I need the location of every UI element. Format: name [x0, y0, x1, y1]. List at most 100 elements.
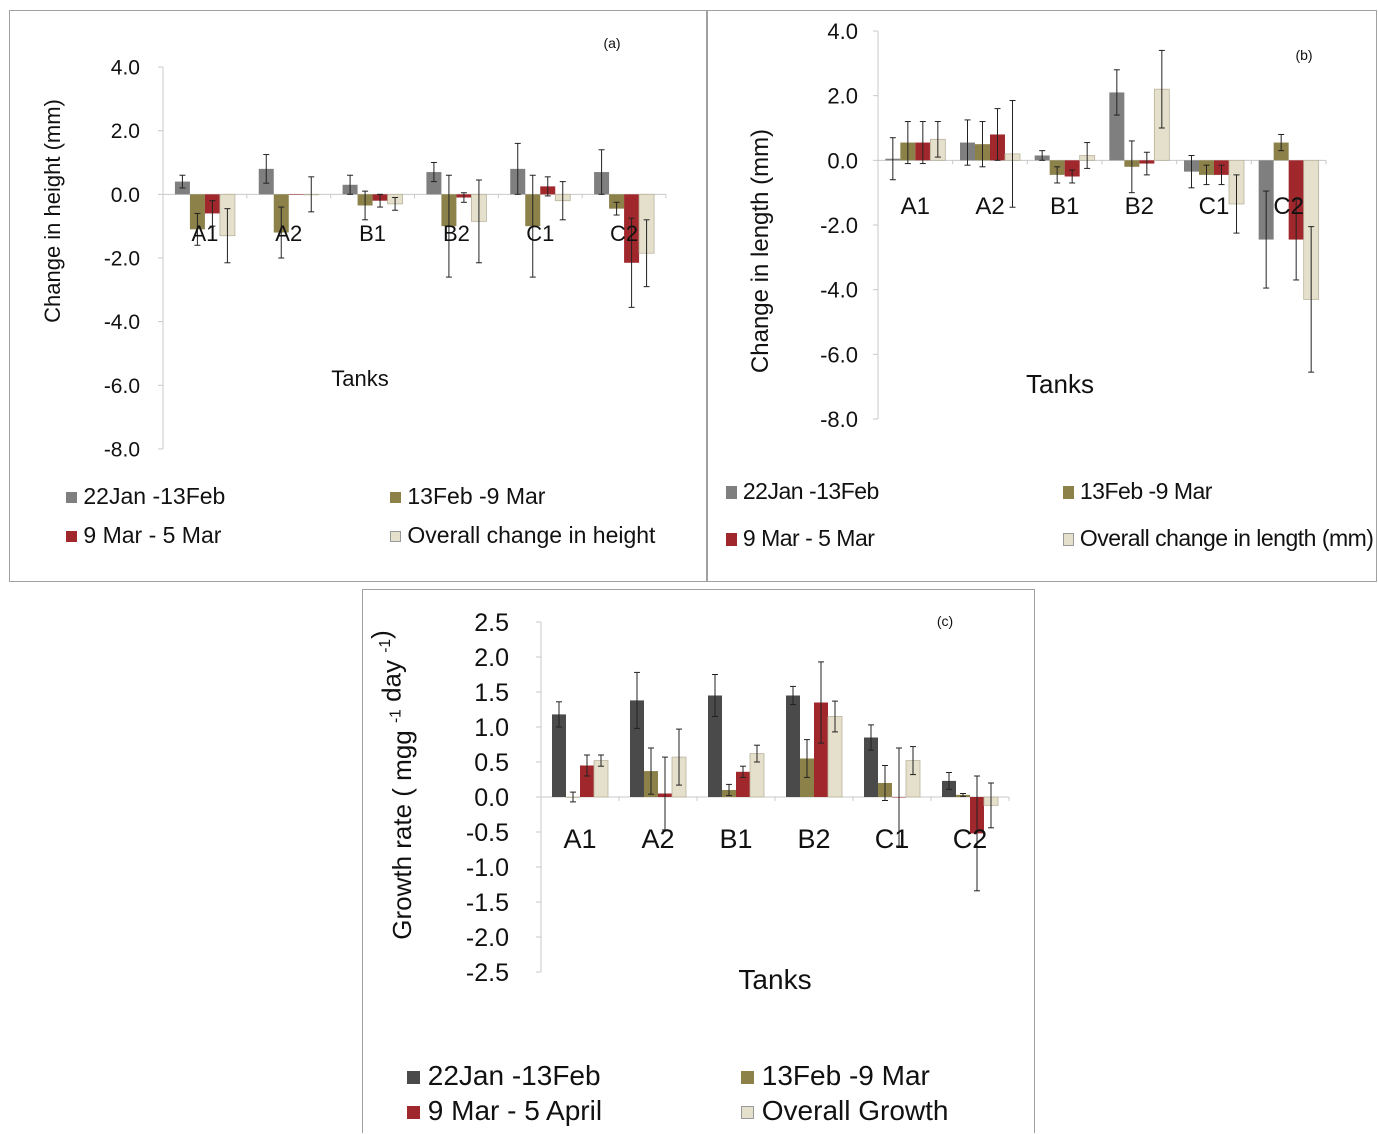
x-axis-title: Tanks [1026, 369, 1094, 399]
y-axis-title-part: ) [366, 630, 396, 639]
chart-c-plot: 2.5 2.0 1.5 1.0 0.5 0.0 -0.5 -1.0 -1.5 -2.0 -2.5 A1… [366, 609, 1010, 995]
legend-a-label-3: 9 Mar - 5 Mar [83, 522, 222, 548]
legend-a-label-4: Overall change in height [407, 522, 656, 548]
legend-b-item-4: Overall change in length (mm) [1063, 525, 1374, 552]
bar-a1-s2 [189, 194, 205, 230]
bar-b2-s1 [1109, 92, 1125, 161]
bar-b2-s3 [814, 702, 828, 797]
panel-label: (b) [1295, 47, 1312, 63]
legend-b-label-2: 13Feb -9 Mar [1079, 478, 1213, 504]
category-label-b2: B2 [1125, 193, 1154, 220]
y-axis-title-part: day [377, 653, 407, 709]
bar-c2-s2 [1273, 142, 1289, 161]
bar-b2-s1 [426, 172, 442, 195]
legend-b-label-1: 22Jan -13Feb [742, 478, 879, 504]
y-axis-title-part: Growth rate ( mgg [387, 723, 417, 940]
legend-a-swatch-3 [66, 531, 77, 543]
legend-a-label-2: 13Feb -9 Mar [407, 483, 546, 509]
y-tick-label: -1.0 [466, 854, 509, 882]
y-tick-label: 0.0 [474, 784, 509, 812]
category-label-b2: B2 [797, 824, 830, 854]
y-axis-title: Change in height (mm) [40, 99, 65, 323]
category-label-a2: A2 [641, 824, 674, 854]
y-tick-label: 2.0 [827, 84, 858, 109]
legend-a-item-4: Overall change in height [390, 522, 655, 549]
y-axis-title-superscript: -1 [388, 709, 405, 723]
legend-b-swatch-1 [726, 486, 737, 500]
y-tick-label: 0.0 [827, 148, 858, 173]
category-label-b1: B1 [359, 221, 386, 246]
legend-a-item-3: 9 Mar - 5 Mar [66, 522, 221, 549]
category-label-a2: A2 [275, 221, 302, 246]
y-tick-label: 4.0 [827, 19, 858, 44]
category-label-a1: A1 [191, 221, 218, 246]
legend-c-label-3: 9 Mar - 5 April [427, 1095, 603, 1126]
category-label-b2: B2 [443, 221, 470, 246]
legend-c-label-2: 13Feb -9 Mar [761, 1060, 930, 1091]
y-tick-label: 1.5 [474, 679, 509, 707]
legend-c-item-3: 9 Mar - 5 April [407, 1095, 602, 1127]
legend-c-item-1: 22Jan -13Feb [407, 1060, 601, 1092]
legend-c-swatch-2 [741, 1071, 754, 1085]
category-label-c1: C1 [1199, 193, 1230, 220]
legend-b-item-2: 13Feb -9 Mar [1063, 478, 1212, 505]
y-axis-title: Change in length (mm) [747, 129, 774, 373]
y-tick-label: -8.0 [820, 407, 858, 432]
legend-a-swatch-2 [390, 492, 401, 504]
category-label-a1: A1 [563, 824, 596, 854]
category-label-a1: A1 [901, 193, 930, 220]
bar-b2-s1 [786, 695, 800, 797]
bar-a1-s3 [580, 765, 594, 797]
legend-b-item-1: 22Jan -13Feb [726, 478, 879, 505]
category-label-b1: B1 [719, 824, 752, 854]
panel-label: (a) [603, 35, 620, 51]
category-label-c2: C2 [953, 824, 988, 854]
y-tick-label: 4.0 [111, 57, 140, 80]
y-tick-label: 0.0 [111, 184, 140, 207]
bar-a1-s1 [552, 714, 566, 797]
legend-b-label-3: 9 Mar - 5 Mar [742, 525, 875, 551]
legend-b-swatch-2 [1063, 486, 1074, 500]
category-label-b1: B1 [1050, 193, 1079, 220]
chart-panel-b: 4.0 2.0 0.0 -2.0 -4.0 -6.0 -8.0 A1 A2 B1 B2 C1 C2 Tan… [707, 10, 1377, 582]
category-label-a2: A2 [975, 193, 1004, 220]
legend-b-label-4: Overall change in length (mm) [1079, 525, 1374, 551]
x-axis-title: Tanks [331, 366, 388, 391]
y-tick-label: -6.0 [820, 342, 858, 367]
y-tick-label: 2.5 [474, 609, 509, 637]
y-tick-label: -0.5 [466, 819, 509, 847]
y-tick-label: 2.0 [111, 120, 140, 143]
legend-b-swatch-4 [1063, 533, 1074, 547]
chart-panel-a: 4.0 2.0 0.0 -2.0 -4.0 -6.0 -8.0 A1 A2 B1 B2 C1 C2 Tan… [9, 10, 707, 582]
y-tick-label: -4.0 [820, 278, 858, 303]
y-tick-label: -4.0 [104, 311, 140, 334]
category-label-c2: C2 [1273, 193, 1304, 220]
legend-c-swatch-1 [407, 1071, 420, 1085]
chart-a-plot: 4.0 2.0 0.0 -2.0 -4.0 -6.0 -8.0 A1 A2 B1 B2 C1 C2 Tan… [40, 35, 667, 462]
y-tick-label: 2.0 [474, 644, 509, 672]
bar-a2-s1 [630, 700, 644, 797]
y-tick-label: -2.0 [466, 924, 509, 952]
bar-b1-s3 [736, 771, 750, 797]
category-label-c1: C1 [875, 824, 910, 854]
legend-a-swatch-1 [66, 492, 77, 504]
bar-b1-s1 [708, 695, 722, 797]
legend-c-swatch-4 [741, 1106, 754, 1120]
bar-a2-s3 [288, 194, 304, 195]
legend-b-swatch-3 [726, 533, 737, 547]
x-axis-title: Tanks [738, 964, 811, 995]
legend-c-swatch-3 [407, 1106, 420, 1120]
chart-panel-c: 2.5 2.0 1.5 1.0 0.5 0.0 -0.5 -1.0 -1.5 -2.0 -2.5 A1… [362, 589, 1035, 1133]
bar-c2-s2 [609, 194, 625, 209]
legend-a-item-2: 13Feb -9 Mar [390, 483, 545, 510]
category-label-c2: C2 [610, 221, 638, 246]
y-tick-label: -2.5 [466, 959, 509, 987]
y-tick-label: -1.5 [466, 889, 509, 917]
y-tick-label: -2.0 [820, 213, 858, 238]
y-axis-title-superscript: -1 [377, 639, 394, 653]
legend-c-item-4: Overall Growth [741, 1095, 949, 1127]
y-tick-label: -2.0 [104, 248, 140, 271]
bar-c1-s1 [864, 737, 878, 797]
y-tick-label: 0.5 [474, 749, 509, 777]
y-tick-label: -6.0 [104, 375, 140, 398]
